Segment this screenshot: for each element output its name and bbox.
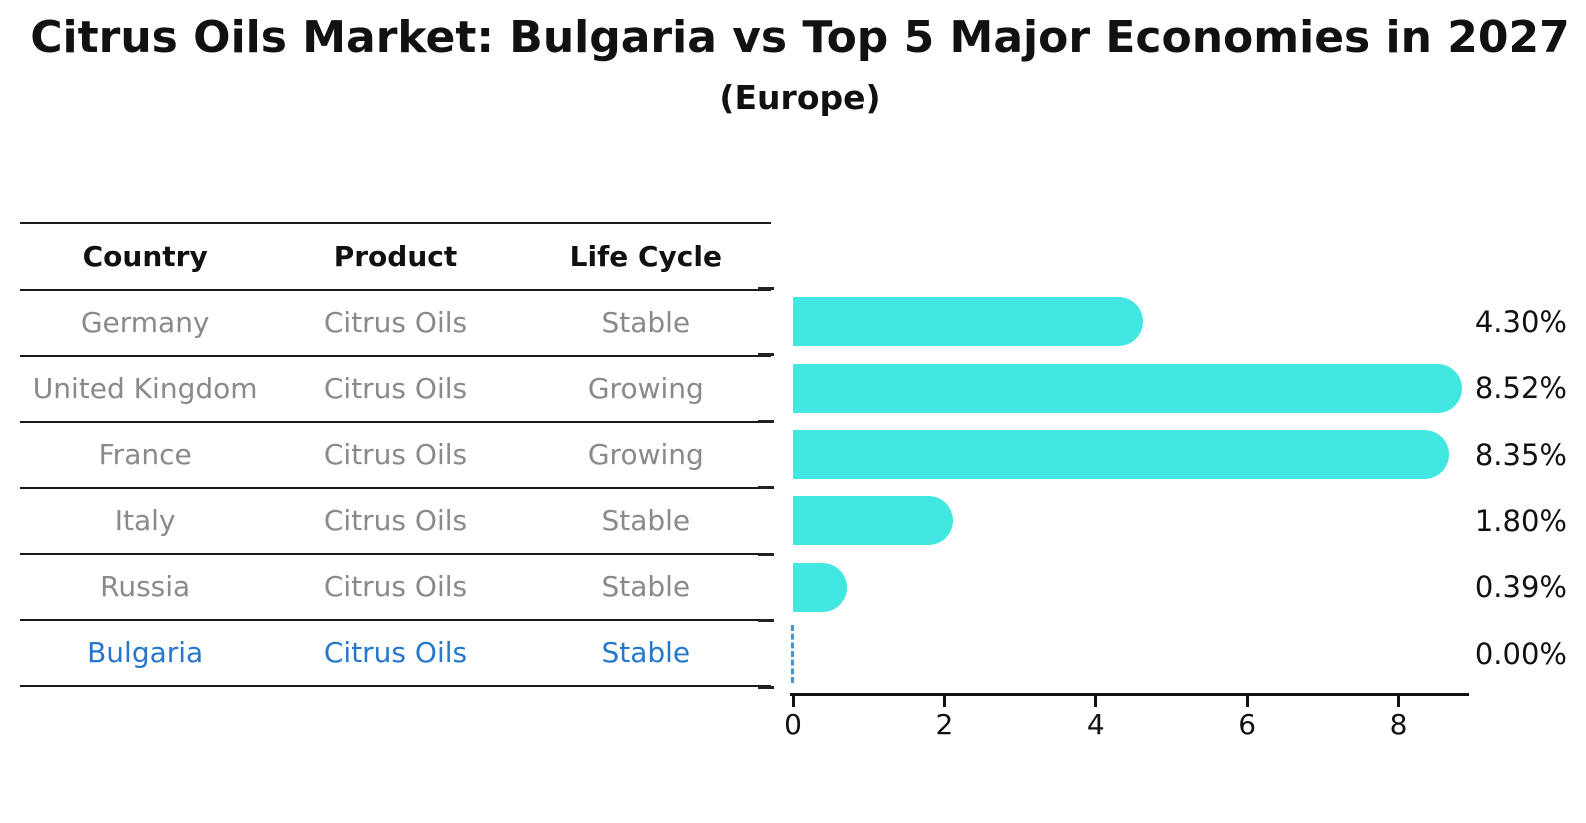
x-axis-tick-label: 4 [1086, 708, 1105, 741]
bar-value-label: 4.30% [1474, 304, 1567, 339]
product-cell: Citrus Oils [323, 372, 468, 405]
product-cell: Citrus Oils [323, 306, 468, 339]
x-axis-tick-label: 2 [935, 708, 954, 741]
x-axis-tick-label: 6 [1238, 708, 1257, 741]
country-cell: United Kingdom [32, 372, 258, 405]
bar-value-label: 0.39% [1474, 570, 1567, 605]
bar-united-kingdom [793, 363, 1462, 413]
x-axis-line [790, 693, 1469, 696]
x-axis-tick-label: 0 [784, 708, 802, 741]
chart-title: Citrus Oils Market: Bulgaria vs Top 5 Ma… [30, 12, 1570, 63]
table-header-row: Country Product Life Cycle [20, 224, 771, 291]
life-cycle-cell: Stable [601, 306, 691, 339]
country-cell: Russia [100, 570, 191, 603]
x-axis-tick-label: 8 [1389, 708, 1408, 741]
country-cell: Italy [114, 504, 176, 537]
x-axis-tick [1245, 696, 1249, 707]
bar-value-label: 8.35% [1474, 437, 1567, 472]
table-row: Italy Citrus Oils Stable [20, 489, 771, 555]
bar-russia [793, 562, 847, 612]
column-header-product: Product [333, 239, 458, 273]
country-cell: Bulgaria [87, 636, 204, 669]
bar-germany [793, 297, 1143, 347]
column-header-life-cycle: Life Cycle [569, 239, 722, 273]
bar-value-label: 1.80% [1474, 503, 1567, 538]
x-axis-tick [791, 696, 795, 707]
bar-italy [793, 496, 954, 546]
table-row-highlighted: Bulgaria Citrus Oils Stable [20, 621, 771, 687]
table-row: United Kingdom Citrus Oils Growing [20, 357, 771, 423]
life-cycle-cell: Stable [601, 504, 691, 537]
chart-subtitle: (Europe) [719, 78, 881, 117]
product-cell: Citrus Oils [323, 570, 468, 603]
table-body: Germany Citrus Oils Stable United Kingdom Ci… [20, 291, 771, 687]
comparison-table: Country Product Life Cycle Germany Citrus… [20, 222, 771, 687]
life-cycle-cell: Growing [587, 438, 704, 471]
bar-france [793, 430, 1450, 480]
zero-value-marker [791, 624, 794, 683]
column-header-country: Country [82, 239, 208, 273]
country-cell: Germany [80, 306, 210, 339]
product-cell: Citrus Oils [323, 438, 468, 471]
table-row: Germany Citrus Oils Stable [20, 291, 771, 357]
x-axis-tick [942, 696, 946, 707]
table-row: France Citrus Oils Growing [20, 423, 771, 489]
bar-value-label: 0.00% [1474, 636, 1567, 671]
bar-value-label: 8.52% [1474, 371, 1567, 406]
life-cycle-cell: Stable [601, 636, 691, 669]
life-cycle-cell: Growing [587, 372, 704, 405]
table-row: Russia Citrus Oils Stable [20, 555, 771, 621]
country-cell: France [98, 438, 192, 471]
product-cell: Citrus Oils [323, 504, 468, 537]
x-axis-tick [1094, 696, 1098, 707]
x-axis-tick [1397, 696, 1401, 707]
life-cycle-cell: Stable [601, 570, 691, 603]
product-cell: Citrus Oils [323, 636, 468, 669]
